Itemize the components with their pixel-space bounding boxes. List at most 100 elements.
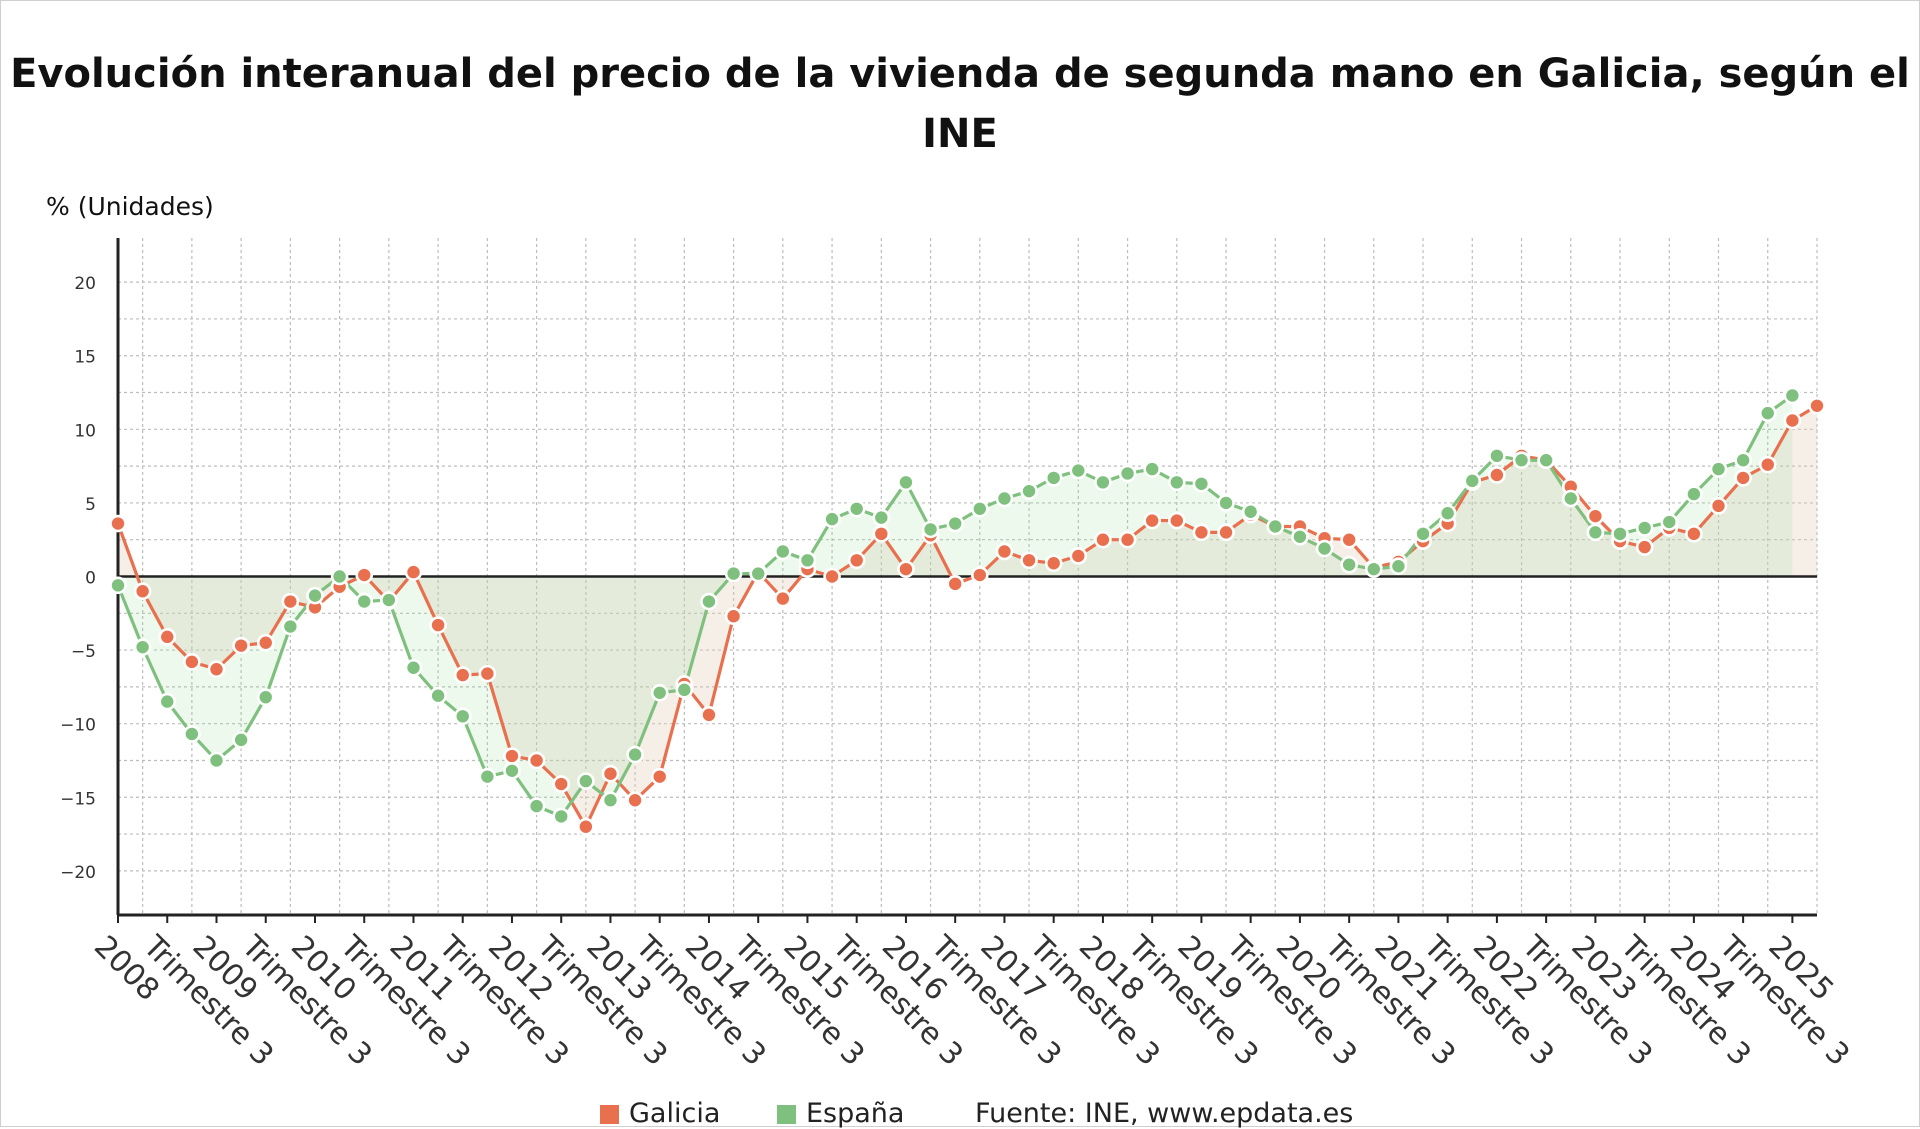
data-point-espana	[1611, 525, 1629, 543]
data-point-espana	[1488, 447, 1506, 465]
data-point-galicia	[1192, 523, 1211, 542]
data-point-espana	[1094, 473, 1112, 492]
data-point-espana	[453, 707, 472, 726]
data-point-espana	[256, 688, 275, 706]
data-point-galicia	[847, 551, 866, 570]
data-point-espana	[1192, 474, 1211, 493]
data-point-espana	[158, 692, 177, 711]
data-point-galicia	[1167, 511, 1186, 530]
data-point-espana	[1758, 404, 1777, 422]
data-point-espana	[1709, 460, 1728, 478]
data-point-espana	[1438, 504, 1457, 523]
data-point-galicia	[1685, 525, 1703, 543]
data-point-espana	[1340, 555, 1358, 574]
data-point-galicia	[133, 582, 152, 601]
data-point-espana	[1734, 451, 1752, 470]
y-tick-label: 10	[74, 421, 96, 441]
data-point-espana	[749, 564, 768, 583]
data-point-espana	[1315, 539, 1334, 558]
data-point-galicia	[207, 660, 226, 679]
data-point-galicia	[552, 775, 571, 793]
data-point-espana	[355, 592, 374, 611]
data-point-espana	[207, 751, 226, 770]
data-point-galicia	[1217, 523, 1235, 542]
data-point-espana	[675, 681, 694, 699]
data-point-espana	[1783, 386, 1802, 405]
data-point-galicia	[404, 563, 423, 581]
data-point-espana	[133, 638, 152, 656]
area-espana	[118, 395, 1793, 817]
data-point-galicia	[724, 607, 743, 626]
data-point-galicia	[823, 567, 841, 586]
data-point-espana	[552, 807, 571, 826]
data-point-espana	[700, 592, 718, 611]
data-point-espana	[1586, 523, 1605, 542]
data-point-espana	[478, 767, 497, 786]
data-point-galicia	[109, 514, 127, 533]
data-point-espana	[1241, 502, 1260, 521]
data-point-galicia	[1094, 530, 1112, 549]
data-point-galicia	[1709, 497, 1728, 515]
data-point-espana	[1291, 527, 1309, 546]
data-point-galicia	[478, 664, 497, 683]
area-galicia	[118, 405, 1817, 827]
data-point-galicia	[1635, 538, 1654, 556]
data-point-espana	[232, 731, 250, 749]
data-point-galicia	[1808, 396, 1826, 415]
data-point-espana	[1635, 519, 1654, 537]
series-points	[109, 386, 1826, 836]
data-point-espana	[1364, 560, 1383, 578]
data-point-espana	[281, 617, 300, 636]
data-point-galicia	[527, 751, 546, 770]
data-point-espana	[577, 772, 595, 790]
data-point-galicia	[158, 628, 177, 646]
y-tick-label: 15	[74, 348, 96, 368]
data-point-espana	[429, 686, 447, 705]
series-lines	[116, 394, 1818, 829]
data-point-espana	[1685, 485, 1703, 503]
source-note: Fuente: INE, www.epdata.es	[975, 1098, 1354, 1129]
data-point-galicia	[1143, 511, 1161, 530]
data-point-espana	[650, 683, 669, 702]
data-point-espana	[971, 499, 989, 518]
data-point-galicia	[897, 560, 915, 578]
y-tick-label: 20	[74, 274, 96, 294]
data-point-galicia	[774, 589, 792, 608]
data-point-espana	[847, 499, 866, 518]
data-point-espana	[1020, 482, 1038, 500]
data-point-espana	[1512, 451, 1531, 470]
y-tick-label: 5	[85, 495, 96, 515]
data-point-galicia	[1783, 411, 1802, 430]
data-point-galicia	[281, 592, 300, 611]
data-point-galicia	[1118, 530, 1137, 549]
data-point-galicia	[429, 616, 447, 634]
legend-item-galicia[interactable]: Galicia	[600, 1098, 720, 1129]
data-point-espana	[897, 473, 915, 492]
data-point-galicia	[971, 566, 989, 584]
data-point-espana	[1143, 460, 1161, 478]
y-tick-label: −20	[60, 863, 96, 883]
data-point-espana	[1463, 472, 1482, 490]
data-point-espana	[109, 576, 127, 595]
legend-label-espana: España	[805, 1098, 905, 1129]
data-point-espana	[1167, 473, 1186, 492]
data-point-espana	[774, 542, 792, 561]
legend-label-galicia: Galicia	[629, 1098, 721, 1129]
data-point-espana	[1266, 517, 1285, 536]
data-point-galicia	[1044, 554, 1063, 573]
data-point-espana	[995, 489, 1014, 508]
data-point-espana	[946, 514, 964, 533]
data-point-espana	[1537, 451, 1555, 470]
data-point-galicia	[1488, 466, 1506, 484]
chart-title: Evolución interanual del precio de la vi…	[10, 51, 1910, 157]
data-point-galicia	[1340, 530, 1358, 549]
data-point-galicia	[1020, 551, 1038, 570]
legend-swatch-espana	[776, 1105, 796, 1124]
legend-item-espana[interactable]: España	[776, 1098, 905, 1129]
y-tick-label: −5	[71, 642, 96, 662]
series-line-galicia	[116, 404, 1818, 829]
data-point-espana	[921, 520, 940, 539]
data-point-galicia	[232, 636, 250, 655]
